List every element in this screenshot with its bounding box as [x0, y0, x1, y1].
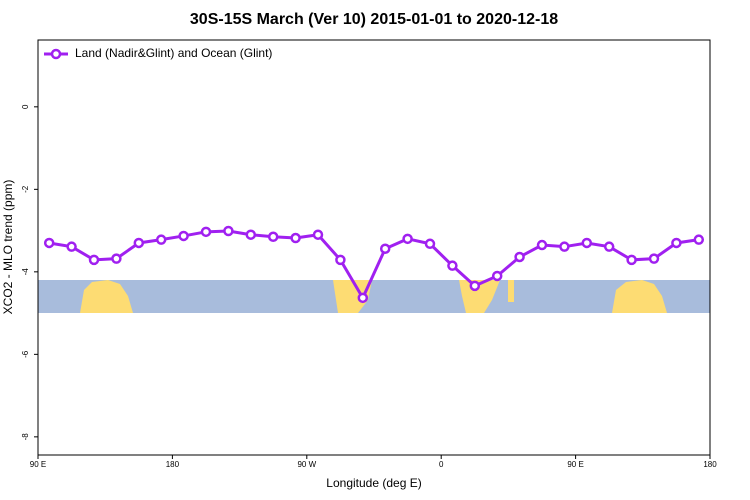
point: [447, 260, 458, 271]
x-tick-label: 90 E: [567, 460, 583, 469]
y-tick-label: -2: [21, 185, 30, 193]
point: [155, 234, 167, 245]
point: [626, 254, 637, 266]
point: [469, 280, 481, 292]
point: [357, 292, 369, 304]
point: [335, 254, 346, 266]
y-tick-label: -4: [21, 268, 30, 276]
x-tick-label: 180: [166, 460, 180, 469]
x-axis-label: Longitude (deg E): [326, 476, 421, 490]
point: [671, 237, 682, 249]
point: [402, 233, 413, 245]
map-band: [38, 280, 710, 313]
point: [424, 238, 436, 250]
point: [66, 241, 77, 252]
point: [379, 243, 391, 254]
point: [245, 229, 257, 240]
y-tick-label: -8: [21, 433, 30, 441]
point: [88, 254, 100, 266]
legend-label: Land (Nadir&Glint) and Ocean (Glint): [75, 46, 272, 60]
point: [200, 226, 212, 238]
y-axis-label: XCO2 - MLO trend (ppm): [1, 180, 15, 315]
point: [290, 232, 301, 244]
x-tick-label: 180: [703, 460, 717, 469]
point: [223, 225, 234, 237]
legend-marker: [50, 48, 62, 60]
point: [536, 239, 548, 251]
point: [514, 251, 525, 263]
point: [267, 231, 279, 243]
point: [491, 270, 503, 282]
chart-title: 30S-15S March (Ver 10) 2015-01-01 to 202…: [190, 11, 558, 28]
x-tick-label: 90 W: [297, 460, 316, 469]
point: [178, 230, 189, 242]
y-tick-label: 0: [21, 104, 30, 109]
plot-frame: [37, 39, 711, 456]
point: [603, 241, 615, 252]
point: [559, 241, 570, 252]
y-tick-label: -6: [21, 350, 30, 358]
point: [693, 234, 705, 245]
point: [111, 253, 122, 264]
x-tick-label: 0: [439, 460, 444, 469]
point: [133, 237, 145, 249]
point: [312, 229, 324, 240]
point: [43, 237, 55, 249]
x-tick-label: 90 E: [30, 460, 46, 469]
point: [581, 237, 593, 249]
point: [648, 253, 660, 264]
